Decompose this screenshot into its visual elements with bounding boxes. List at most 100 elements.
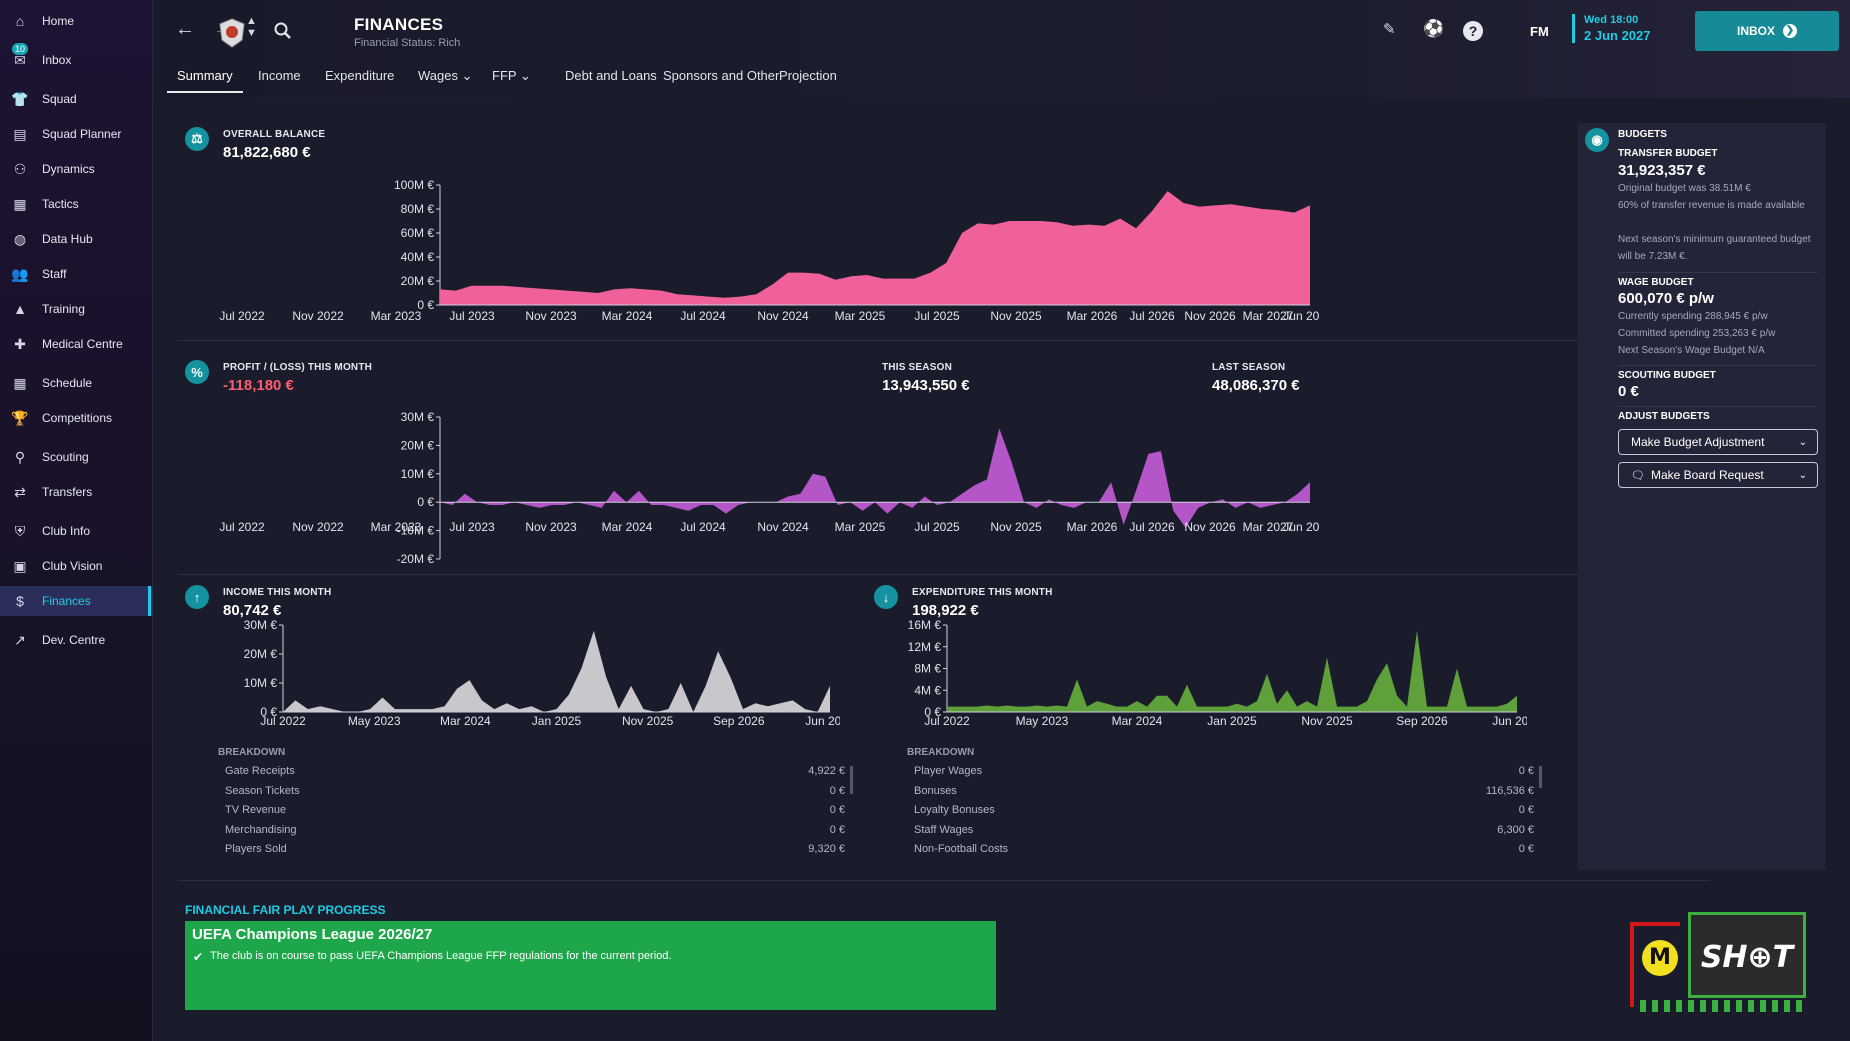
top-bar: ← → ▲▼ FINANCES Financial Status: Rich ✎… <box>155 0 1850 98</box>
main-content: ⚖ OVERALL BALANCE 81,822,680 € 0 € 20M € 4… <box>155 98 1850 1041</box>
expenditure-chart: 0 € 4M € 8M € 12M € 16M € Jul 2022 May 2023 Mar… <box>908 618 1527 728</box>
make-budget-adjustment-dropdown[interactable]: Make Budget Adjustment ⌄ <box>1618 429 1818 455</box>
y-tick-label: 12M € <box>908 640 942 654</box>
tab-expenditure[interactable]: Expenditure <box>325 68 395 83</box>
sidebar-item-dev-centre[interactable]: ↗ Dev. Centre <box>0 625 153 655</box>
transfer-budget-value: 31,923,357 € <box>1618 162 1706 179</box>
sidebar-item-staff[interactable]: 👥 Staff <box>0 259 153 289</box>
divider <box>178 340 1710 341</box>
y-tick-label: 80M € <box>401 202 435 216</box>
search-icon[interactable] <box>274 22 292 40</box>
tab-income[interactable]: Income <box>258 68 301 83</box>
back-arrow-icon[interactable]: ← <box>175 18 195 40</box>
tab-ffp[interactable]: FFP ⌄ <box>492 68 531 83</box>
sidebar-item-squad[interactable]: 👕 Squad <box>0 84 153 114</box>
x-tick-label: Nov 2022 <box>292 309 344 323</box>
breakdown-row: Bonuses 116,536 € <box>914 785 1534 803</box>
sidebar-item-label: Schedule <box>42 376 93 390</box>
club-crest-icon[interactable] <box>215 16 249 50</box>
y-tick-label: -10M € <box>397 524 435 538</box>
breakdown-item-value: 4,922 € <box>808 765 845 777</box>
sidebar-item-schedule[interactable]: ▦ Schedule <box>0 368 153 398</box>
series-area <box>440 191 1310 305</box>
sidebar-item-medical-centre[interactable]: ✚ Medical Centre <box>0 329 153 359</box>
budgets-title: BUDGETS <box>1618 129 1667 140</box>
x-tick-label: Jul 2023 <box>449 309 495 323</box>
x-tick-label: Jun 2027 <box>805 714 840 728</box>
breakdown-row: Loyalty Bonuses 0 € <box>914 804 1534 822</box>
breakdown-item-value: 9,320 € <box>808 843 845 855</box>
x-tick-label: May 2023 <box>348 714 401 728</box>
sidebar-item-label: Competitions <box>42 411 113 425</box>
help-icon[interactable]: ? <box>1463 21 1483 41</box>
sidebar-item-label: Squad <box>42 92 77 106</box>
sidebar-item-scouting[interactable]: ⚲ Scouting <box>0 442 153 472</box>
divider <box>178 880 1710 881</box>
club-switch-chevron-icon[interactable]: ▲ ▼ <box>246 15 257 39</box>
y-tick-label: 40M € <box>401 250 435 264</box>
sidebar-item-inbox[interactable]: ✉ 10 Inbox <box>0 43 153 75</box>
series-area <box>947 630 1517 712</box>
profit-value: -118,180 € <box>223 377 294 394</box>
expenditure-breakdown-scrollbar[interactable] <box>1539 766 1542 788</box>
x-tick-label: May 2023 <box>1016 714 1069 728</box>
ball-globe-icon[interactable]: ⚽ <box>1423 19 1445 38</box>
sidebar-item-transfers[interactable]: ⇄ Transfers <box>0 477 153 507</box>
x-tick-label: Sep 2026 <box>713 714 765 728</box>
sidebar-item-squad-planner[interactable]: ▤ Squad Planner <box>0 119 153 149</box>
y-tick-label: 0 € <box>260 705 277 719</box>
x-tick-label: Nov 2024 <box>757 520 809 534</box>
sidebar-item-label: Staff <box>42 267 67 281</box>
sidebar-item-club-info[interactable]: ⛨ Club Info <box>0 516 153 546</box>
x-tick-label: Jun 2027 <box>1283 520 1320 534</box>
breakdown-item-name: Season Tickets <box>225 784 300 797</box>
sidebar-item-label: Tactics <box>42 197 79 211</box>
expenditure-breakdown-title: BREAKDOWN <box>907 747 975 758</box>
sidebar-item-home[interactable]: ⌂ Home <box>0 6 153 36</box>
sidebar-item-training[interactable]: ▲ Training <box>0 294 153 324</box>
transfers-icon: ⇄ <box>14 483 26 500</box>
wage-budget-value: 600,070 € p/w <box>1618 290 1714 307</box>
breakdown-row: TV Revenue 0 € <box>225 804 845 822</box>
sidebar-item-club-vision[interactable]: ▣ Club Vision <box>0 551 153 581</box>
squad-planner-icon: ▤ <box>13 125 27 142</box>
fm-menu-button[interactable]: FM <box>1530 24 1549 39</box>
tab-projection[interactable]: Projection <box>779 68 837 83</box>
sidebar-item-data-hub[interactable]: ◍ Data Hub <box>0 224 153 254</box>
tab-summary[interactable]: Summary <box>177 68 233 83</box>
x-tick-label: Mar 2027 <box>1243 309 1294 323</box>
income-chart: 0 € 10M € 20M € 30M € Jul 2022 May 2023 Mar 20… <box>244 618 840 728</box>
tab-wages[interactable]: Wages ⌄ <box>418 68 473 83</box>
income-up-arrow-icon: ↑ <box>185 585 209 609</box>
x-tick-label: Mar 2025 <box>835 309 886 323</box>
y-tick-label: 4M € <box>914 683 941 697</box>
sidebar-item-dynamics[interactable]: ⚇ Dynamics <box>0 154 153 184</box>
sidebar-item-label: Dev. Centre <box>42 633 106 647</box>
sidebar-item-competitions[interactable]: 🏆 Competitions <box>0 403 153 433</box>
edit-pencil-icon[interactable]: ✎ <box>1383 21 1396 38</box>
scouting-icon: ⚲ <box>14 448 26 465</box>
tab-debt-and-loans[interactable]: Debt and Loans <box>565 68 657 83</box>
sidebar-item-finances[interactable]: $ Finances <box>0 586 153 616</box>
x-tick-label: Mar 2023 <box>371 309 422 323</box>
page-title: FINANCES <box>354 15 444 34</box>
sidebar-item-label: Transfers <box>42 485 93 499</box>
date-day: Wed 18:00 <box>1584 14 1639 26</box>
game-date[interactable]: Wed 18:00 2 Jun 2027 <box>1572 14 1651 43</box>
wage-note-current: Currently spending 288,945 € p/w <box>1618 311 1768 322</box>
inbox-continue-button[interactable]: INBOX ❯ <box>1695 11 1839 51</box>
speech-bubble-icon: 🗨 <box>1631 469 1645 482</box>
x-tick-label: Nov 2024 <box>757 309 809 323</box>
make-board-request-dropdown[interactable]: 🗨 Make Board Request ⌄ <box>1618 462 1818 488</box>
x-tick-label: Jan 2025 <box>1207 714 1257 728</box>
tab-sponsors-and-other[interactable]: Sponsors and Other <box>663 68 780 83</box>
x-tick-label: Jul 2022 <box>219 520 265 534</box>
x-tick-label: Mar 2026 <box>1067 309 1118 323</box>
sidebar-item-tactics[interactable]: ▦ Tactics <box>0 189 153 219</box>
y-tick-label: 60M € <box>401 226 435 240</box>
income-breakdown-scrollbar[interactable] <box>850 766 853 794</box>
x-tick-label: Mar 2024 <box>1112 714 1163 728</box>
wage-budget-label: WAGE BUDGET <box>1618 277 1694 288</box>
sidebar-item-label: Finances <box>42 594 91 608</box>
ffp-status-card[interactable]: UEFA Champions League 2026/27 ✔ The club… <box>185 921 996 1010</box>
